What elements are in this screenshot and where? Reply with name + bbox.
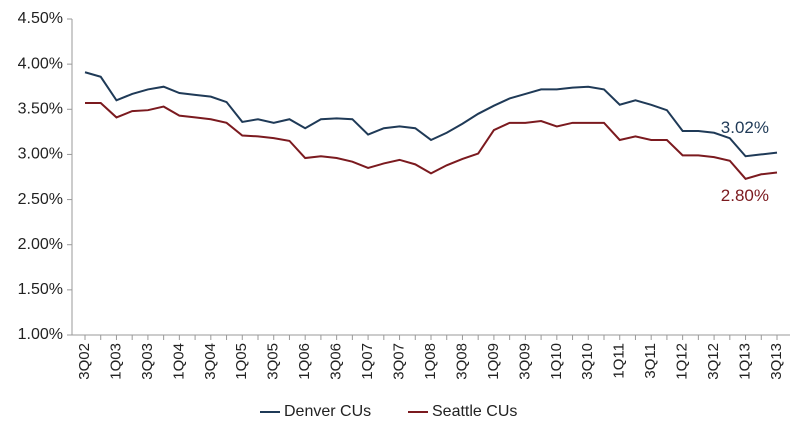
y-tick-label: 4.00% xyxy=(18,55,63,72)
x-tick-label: 3Q03 xyxy=(139,343,156,380)
series-line xyxy=(85,101,778,180)
x-tick-label: 1Q08 xyxy=(422,343,439,380)
x-tick-label: 1Q07 xyxy=(359,343,376,380)
x-tick-label: 3Q05 xyxy=(265,343,282,380)
y-tick-label: 3.00% xyxy=(18,146,63,163)
x-tick-label: 1Q12 xyxy=(674,343,691,380)
x-tick-label: 3Q04 xyxy=(202,343,219,380)
x-tick-label: 3Q11 xyxy=(642,343,659,379)
x-tick-label: 3Q06 xyxy=(328,343,345,380)
end-label: 3.02% xyxy=(721,118,769,137)
x-tick-label: 3Q10 xyxy=(579,343,596,380)
x-tick-label: 3Q07 xyxy=(391,343,408,380)
x-tick-label: 1Q06 xyxy=(296,343,313,380)
x-tick-label: 3Q09 xyxy=(516,343,533,380)
x-tick-label: 1Q03 xyxy=(107,343,124,380)
x-tick-label: 3Q12 xyxy=(705,343,722,380)
y-tick-label: 1.50% xyxy=(18,281,63,298)
y-tick-label: 3.50% xyxy=(18,101,63,118)
x-tick-label: 1Q04 xyxy=(170,343,187,380)
x-tick-label: 1Q11 xyxy=(611,343,628,379)
x-tick-label: 3Q13 xyxy=(768,343,785,380)
series-line xyxy=(84,71,778,158)
x-tick-label: 1Q09 xyxy=(485,343,502,380)
x-tick-label: 1Q05 xyxy=(233,343,250,380)
end-label: 2.80% xyxy=(721,186,769,205)
y-tick-label: 1.00% xyxy=(18,326,63,343)
x-tick-label: 3Q02 xyxy=(76,343,93,380)
x-tick-label: 1Q13 xyxy=(737,343,754,380)
x-tick-label: 1Q10 xyxy=(548,343,565,380)
legend-label: Denver CUs xyxy=(284,403,371,420)
legend-label: Seattle CUs xyxy=(432,403,517,420)
y-tick-label: 2.00% xyxy=(18,236,63,253)
x-tick-label: 3Q08 xyxy=(453,343,470,380)
y-tick-label: 4.50% xyxy=(18,10,63,27)
y-tick-label: 2.50% xyxy=(18,191,63,208)
